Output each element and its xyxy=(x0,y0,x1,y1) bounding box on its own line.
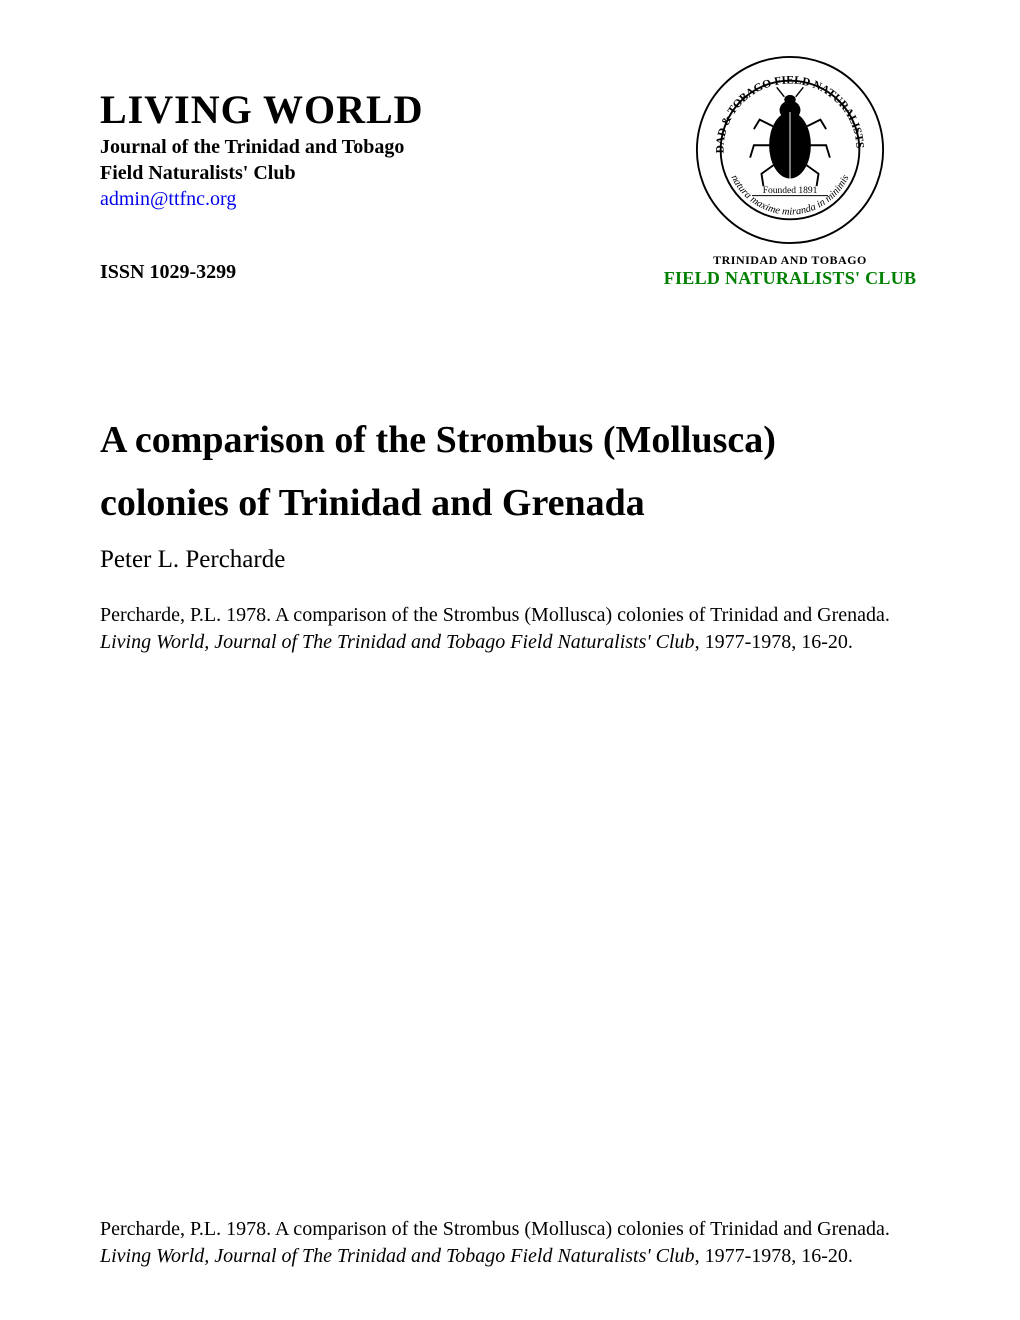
contact-email[interactable]: admin@ttfnc.org xyxy=(100,188,424,211)
article-author: Peter L. Percharde xyxy=(100,546,920,574)
article-title-line1: A comparison of the Strombus (Mollusca) xyxy=(100,409,920,472)
footer-citation-pages: , 1977-1978, 16-20. xyxy=(695,1245,853,1267)
header: LIVING WORLD Journal of the Trinidad and… xyxy=(100,55,920,289)
page-container: LIVING WORLD Journal of the Trinidad and… xyxy=(0,0,1020,1320)
citation-journal-name: Living World, Journal of The Trinidad an… xyxy=(100,631,695,653)
journal-title: LIVING WORLD xyxy=(100,90,424,130)
logo-founded-text: Founded 1891 xyxy=(763,186,818,196)
org-name-line2: FIELD NATURALISTS' CLUB xyxy=(660,268,920,289)
footer-citation-journal-name: Living World, Journal of The Trinidad an… xyxy=(100,1245,695,1267)
article-citation: Percharde, P.L. 1978. A comparison of th… xyxy=(100,602,920,656)
footer-citation: Percharde, P.L. 1978. A comparison of th… xyxy=(100,1216,920,1270)
citation-pages: , 1977-1978, 16-20. xyxy=(695,631,853,653)
article-section: A comparison of the Strombus (Mollusca) … xyxy=(100,409,920,656)
journal-subtitle-line1: Journal of the Trinidad and Tobago xyxy=(100,134,424,160)
club-logo: TRINIDAD & TOBAGO FIELD NATURALISTS' CLU… xyxy=(695,55,885,245)
header-right-column: TRINIDAD & TOBAGO FIELD NATURALISTS' CLU… xyxy=(660,55,920,289)
citation-prefix: Percharde, P.L. 1978. A comparison of th… xyxy=(100,604,890,626)
org-name-line1: TRINIDAD AND TOBAGO xyxy=(660,253,920,268)
header-left-column: LIVING WORLD Journal of the Trinidad and… xyxy=(100,55,424,284)
issn-number: ISSN 1029-3299 xyxy=(100,261,424,284)
footer-citation-prefix: Percharde, P.L. 1978. A comparison of th… xyxy=(100,1218,890,1240)
journal-subtitle-line2: Field Naturalists' Club xyxy=(100,160,424,186)
article-title-line2: colonies of Trinidad and Grenada xyxy=(100,472,920,535)
logo-svg: TRINIDAD & TOBAGO FIELD NATURALISTS' CLU… xyxy=(695,55,885,245)
